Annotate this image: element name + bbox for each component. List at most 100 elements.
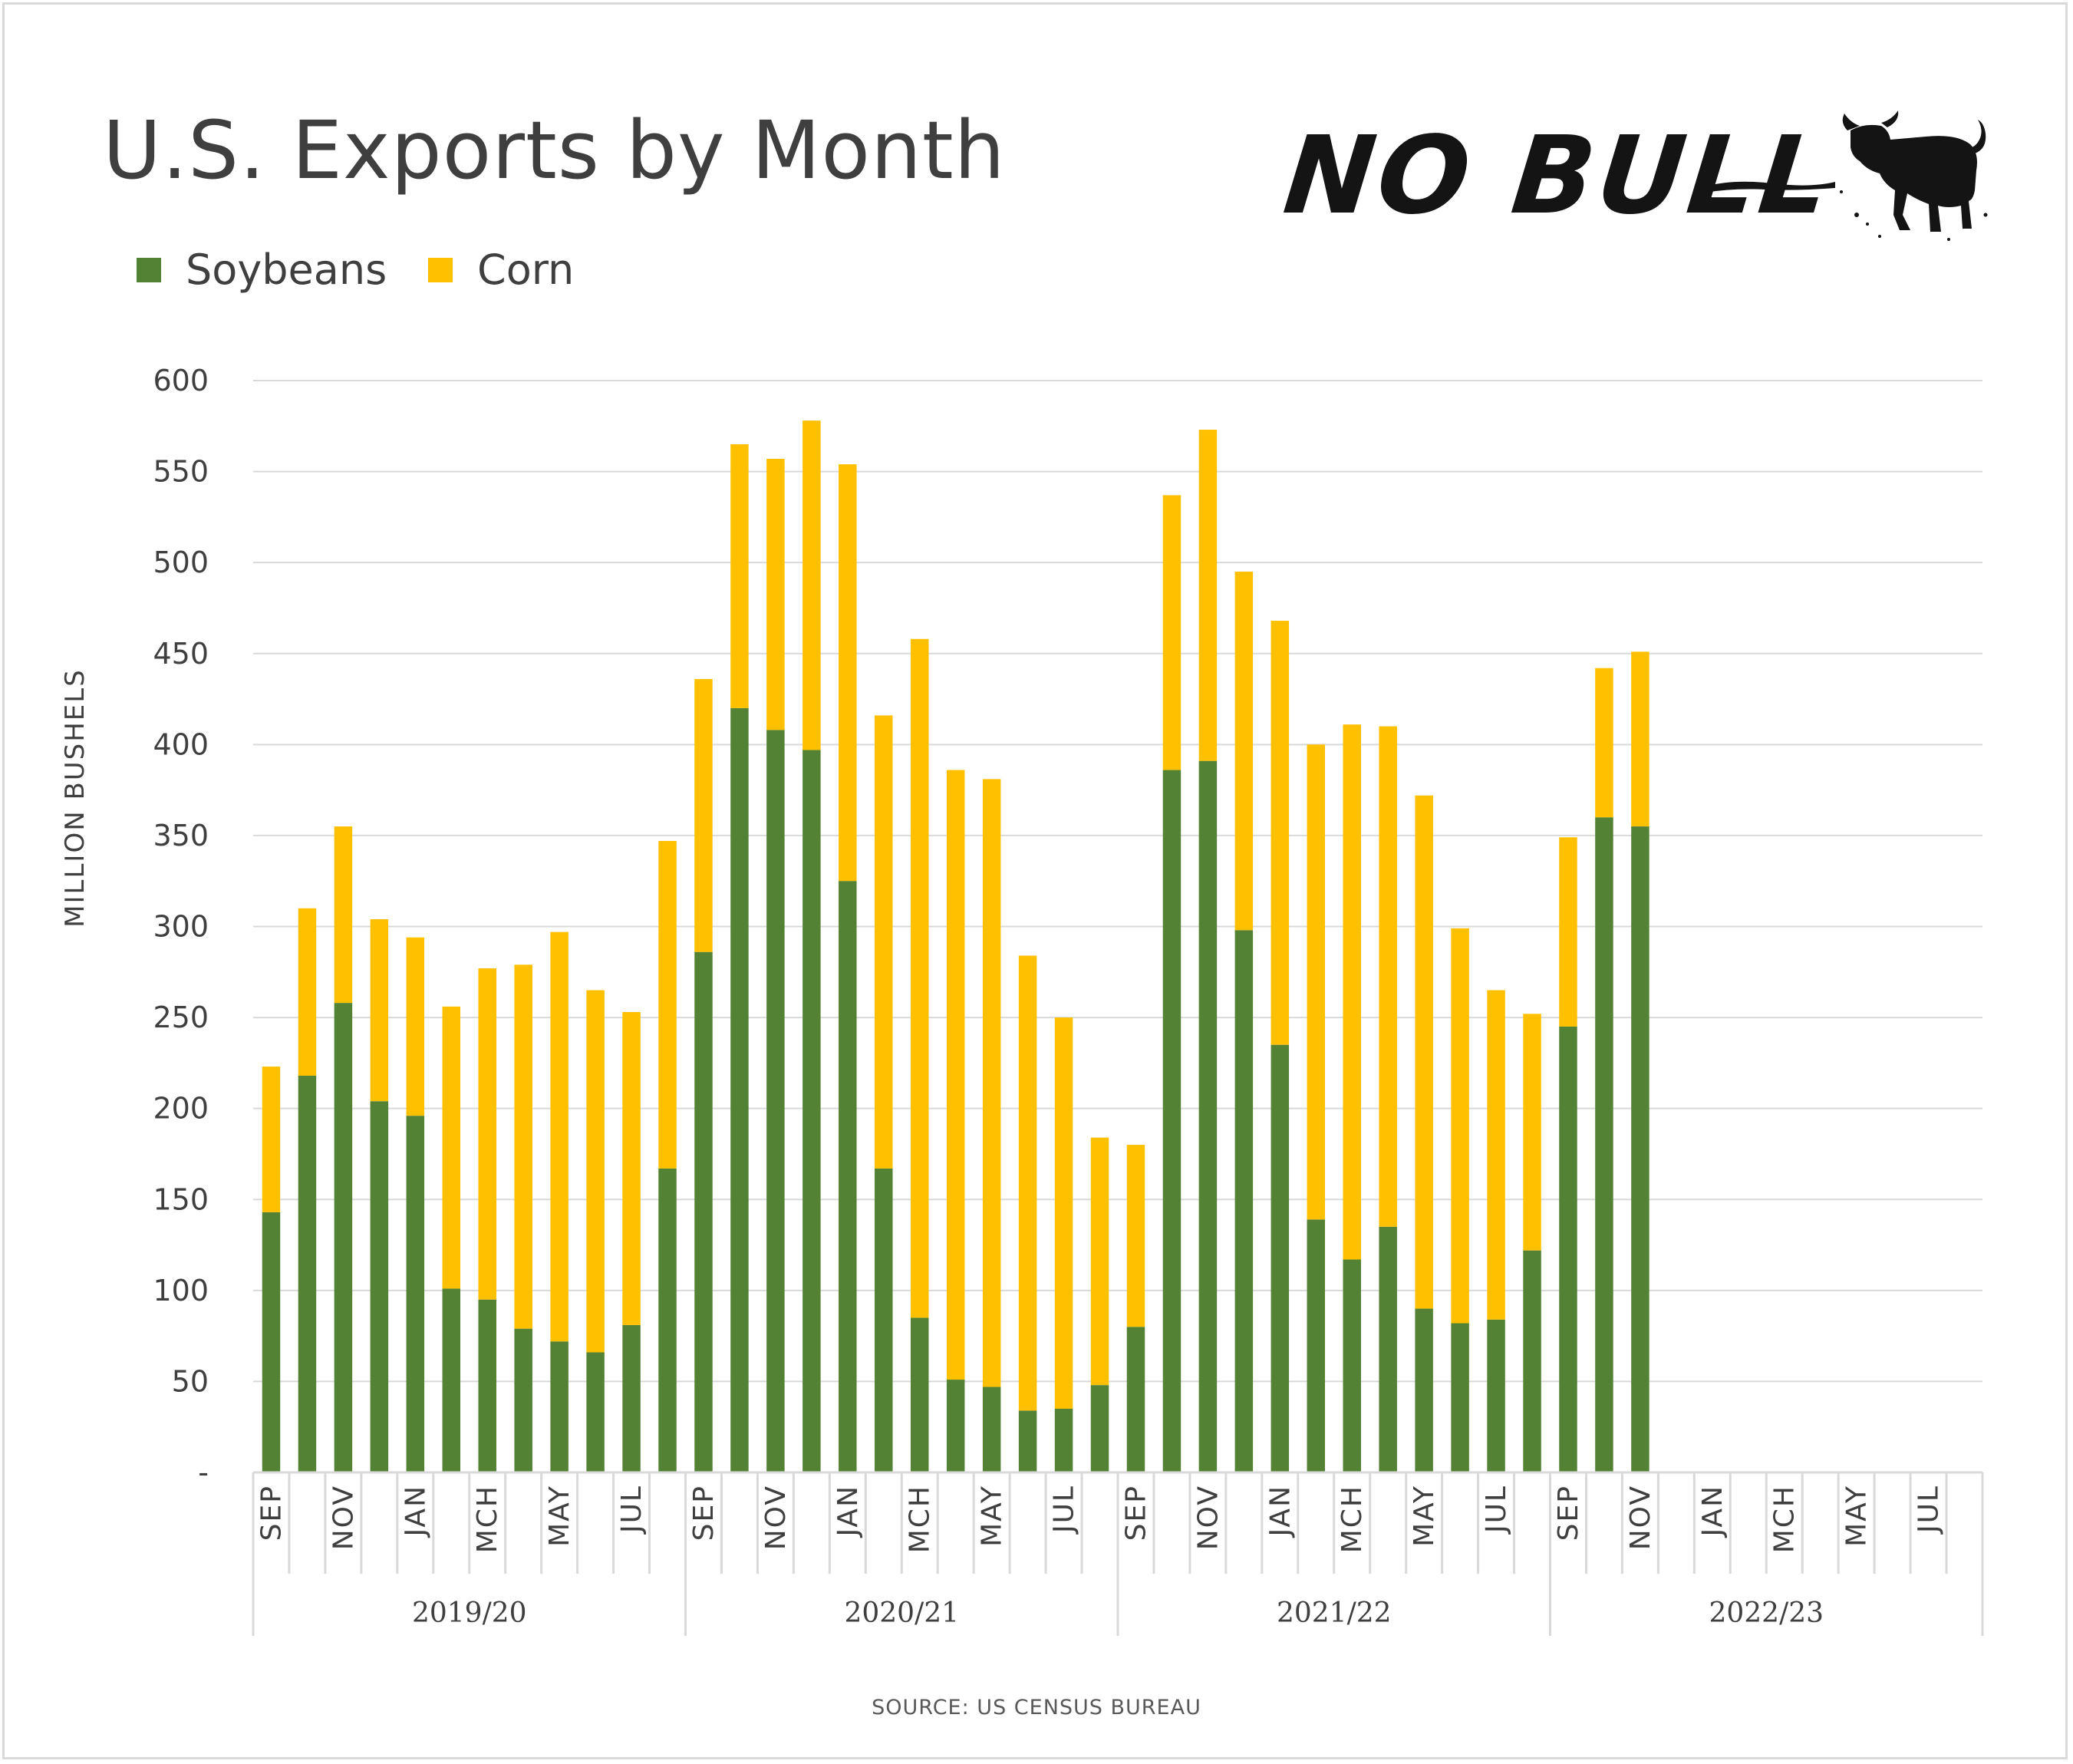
bar-soybeans <box>1451 1323 1469 1472</box>
bar-corn <box>370 919 389 1102</box>
legend-swatch-soybeans <box>137 258 161 282</box>
bar-corn <box>1343 724 1361 1260</box>
bar-corn <box>334 826 353 1004</box>
y-tick-label: 350 <box>153 819 209 852</box>
x-tick-label: JUL <box>1049 1485 1080 1535</box>
bar-soybeans <box>1054 1408 1073 1472</box>
bar-soybeans <box>1523 1250 1541 1472</box>
x-tick-label: JAN <box>832 1485 864 1538</box>
bar-soybeans <box>622 1324 641 1472</box>
bar-corn <box>803 420 821 750</box>
y-tick-label: 500 <box>153 546 209 579</box>
x-tick-label: SEP <box>255 1485 287 1541</box>
bar-soybeans <box>766 730 785 1472</box>
bar-soybeans <box>262 1212 281 1472</box>
y-tick-label: 600 <box>153 364 209 397</box>
bar-soybeans <box>1343 1259 1361 1472</box>
x-tick-label: MAY <box>1409 1485 1440 1547</box>
bar-corn <box>406 937 425 1116</box>
x-tick-label: JUL <box>1481 1485 1512 1535</box>
bar-soybeans <box>1415 1308 1433 1472</box>
bar-soybeans <box>442 1288 461 1472</box>
bar-soybeans <box>1162 770 1182 1472</box>
x-axis: SEP NOV JAN MCH MAY JUL SEP NOV JAN MCH MAY JUL SEP N… <box>252 1471 1984 1636</box>
bar-soybeans <box>1270 1044 1290 1472</box>
bar-soybeans <box>514 1328 532 1472</box>
y-tick-label: - <box>198 1456 209 1489</box>
legend-swatch-corn <box>428 258 453 282</box>
bar-soybeans <box>1379 1226 1397 1472</box>
bar-corn <box>586 990 605 1353</box>
bar-soybeans <box>334 1003 353 1472</box>
bar-corn <box>1415 795 1433 1309</box>
y-axis-ticks: - 50 100 150 200 250 300 350 400 450 500 550 600 <box>153 364 209 1489</box>
x-tick-label: MCH <box>1769 1485 1801 1553</box>
bar-corn <box>1307 744 1326 1220</box>
bar-soybeans <box>694 951 713 1472</box>
bar-soybeans <box>1487 1319 1505 1472</box>
logo-dash <box>1705 181 1835 193</box>
gridlines <box>253 380 1982 1383</box>
x-tick-label: MAY <box>977 1485 1008 1547</box>
x-tick-label: MCH <box>1336 1485 1368 1553</box>
bar-soybeans <box>550 1341 569 1472</box>
bar-corn <box>1198 430 1218 761</box>
bar-soybeans <box>1307 1219 1326 1472</box>
bar-corn <box>478 968 496 1300</box>
bar-corn <box>875 715 893 1169</box>
x-tick-label: NOV <box>1625 1485 1656 1550</box>
bar-corn <box>1054 1017 1073 1409</box>
source-note: SOURCE: US CENSUS BUREAU <box>872 1696 1201 1719</box>
bar-soybeans <box>478 1299 496 1472</box>
x-tick-label: SEP <box>688 1485 720 1541</box>
bar-corn <box>622 1011 641 1325</box>
y-tick-label: 200 <box>153 1092 209 1126</box>
bar-corn <box>1162 495 1182 770</box>
bar-soybeans <box>586 1352 605 1472</box>
bar-soybeans <box>875 1168 893 1472</box>
bar-corn <box>514 964 532 1329</box>
x-tick-label: NOV <box>760 1485 792 1550</box>
bar-soybeans <box>803 750 821 1472</box>
x-tick-label: MAY <box>544 1485 575 1547</box>
bar-corn <box>766 458 785 730</box>
season-group-label: 2020/21 <box>844 1597 959 1629</box>
bar-soybeans <box>370 1101 389 1472</box>
bar-soybeans <box>406 1116 425 1472</box>
y-tick-label: 450 <box>153 637 209 671</box>
bar-corn <box>1090 1137 1109 1386</box>
bar-soybeans <box>982 1386 1001 1472</box>
bar-soybeans <box>658 1168 677 1472</box>
x-tick-label: JAN <box>1264 1485 1296 1538</box>
bar-corn <box>1451 928 1469 1324</box>
x-tick-label: NOV <box>1192 1485 1224 1550</box>
bar-corn <box>262 1067 281 1212</box>
y-tick-label: 150 <box>153 1182 209 1216</box>
bar-corn <box>1379 726 1397 1227</box>
bar-soybeans <box>1018 1410 1037 1472</box>
season-group-label: 2021/22 <box>1277 1597 1392 1629</box>
y-tick-label: 300 <box>153 910 209 944</box>
bar-soybeans <box>1234 930 1254 1472</box>
x-tick-label: SEP <box>1120 1485 1152 1541</box>
x-tick-label: NOV <box>328 1485 359 1550</box>
bull-icon <box>1840 110 1988 241</box>
bar-corn <box>550 931 569 1342</box>
bar-corn <box>298 908 317 1076</box>
bar-soybeans <box>839 881 857 1472</box>
bar-corn <box>1234 572 1254 931</box>
x-tick-label: JAN <box>400 1485 431 1538</box>
bar-soybeans <box>1559 1026 1577 1472</box>
bar-soybeans <box>1090 1385 1109 1472</box>
bar-corn <box>946 770 965 1380</box>
x-tick-label: JAN <box>1697 1485 1729 1538</box>
legend-label-soybeans: Soybeans <box>186 246 387 294</box>
no-bull-logo: NO BULL <box>1278 100 1999 246</box>
bar-corn <box>694 678 713 952</box>
y-tick-label: 50 <box>172 1364 209 1398</box>
x-tick-label: MCH <box>905 1485 936 1553</box>
bar-soybeans <box>1126 1327 1145 1472</box>
bar-corn <box>982 779 1001 1387</box>
bar-corn <box>1270 621 1290 1045</box>
